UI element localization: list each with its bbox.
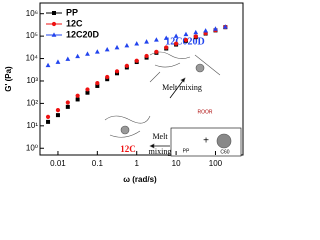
data-point <box>213 26 218 31</box>
data-point <box>75 53 81 59</box>
chain-sketch <box>104 115 151 138</box>
legend-label: PP <box>66 7 78 17</box>
data-point <box>193 29 199 35</box>
annotation: PP <box>183 148 190 154</box>
data-point <box>104 47 110 52</box>
c60-sketch <box>120 125 130 135</box>
data-point <box>183 37 189 43</box>
x-tick-label: 0.1 <box>92 159 104 168</box>
data-point <box>114 69 120 74</box>
data-point <box>95 81 100 86</box>
x-tick-label: 10 <box>172 159 181 168</box>
data-point <box>95 83 100 88</box>
annotation: C60 <box>220 149 229 155</box>
x-tick-label: 1 <box>134 159 139 168</box>
annotation: 12C <box>120 144 136 154</box>
chart: ω (rad/s) G' (Pa) 12C020D Melt mixing RO… <box>4 2 244 184</box>
annotation: + <box>203 136 209 147</box>
data-point <box>124 63 129 69</box>
data-point <box>85 90 90 95</box>
arrow-head <box>180 77 186 83</box>
arrow-head <box>149 143 155 149</box>
data-point <box>193 34 198 39</box>
data-point <box>124 42 130 48</box>
data-point <box>65 56 71 61</box>
data-point <box>222 24 228 29</box>
y-tick-label: 10⁶ <box>26 9 38 18</box>
y-axis-title: G' (Pa) <box>4 66 13 92</box>
chain-sketch <box>149 51 221 83</box>
data-point <box>153 37 159 42</box>
c60-sketch <box>195 63 205 73</box>
data-point <box>154 49 159 54</box>
legend-marker <box>52 11 56 15</box>
y-tick-label: 10⁰ <box>26 143 38 152</box>
legend-label: 12C20D <box>66 29 100 39</box>
y-tick-label: 10² <box>26 99 38 108</box>
y-tick-label: 10⁵ <box>26 31 38 40</box>
data-point <box>55 59 61 64</box>
data-point <box>85 51 90 56</box>
legend-label: 12C <box>66 18 83 28</box>
data-point <box>105 74 110 80</box>
annotation: Melt mixing <box>162 83 202 92</box>
data-point <box>114 44 120 50</box>
y-tick-label: 10⁴ <box>26 54 39 63</box>
data-point <box>55 113 60 118</box>
data-point <box>173 33 179 38</box>
data-point <box>45 114 51 120</box>
data-point <box>65 100 70 105</box>
data-point <box>173 41 179 46</box>
data-point <box>144 39 149 44</box>
data-point <box>75 97 80 102</box>
c60-sketch <box>216 133 232 149</box>
x-axis-title: ω (rad/s) <box>123 175 157 184</box>
plot-frame <box>39 2 244 156</box>
data-point <box>65 104 70 109</box>
legend-marker <box>51 21 57 27</box>
y-tick-label: 10³ <box>26 76 38 85</box>
data-point <box>85 87 90 92</box>
x-tick-label: 0.01 <box>50 159 66 168</box>
annotation: Melt <box>152 132 168 141</box>
y-tick-label: 10¹ <box>26 121 38 130</box>
data-point <box>45 62 51 68</box>
x-tick-label: 100 <box>209 159 223 168</box>
data-point <box>134 58 139 63</box>
data-point <box>55 108 61 113</box>
data-point <box>144 53 149 59</box>
data-point <box>46 119 51 124</box>
legend-marker <box>51 32 57 37</box>
inset-schematic <box>104 51 242 157</box>
data-point <box>183 31 189 37</box>
data-point <box>164 45 169 50</box>
annotation: mixing <box>149 147 172 156</box>
data-point <box>134 41 140 46</box>
annotation: ROOR <box>198 109 213 115</box>
data-point <box>75 93 80 98</box>
data-point <box>203 28 209 33</box>
data-point <box>163 35 169 40</box>
data-point <box>105 77 110 82</box>
data-point <box>94 49 100 54</box>
